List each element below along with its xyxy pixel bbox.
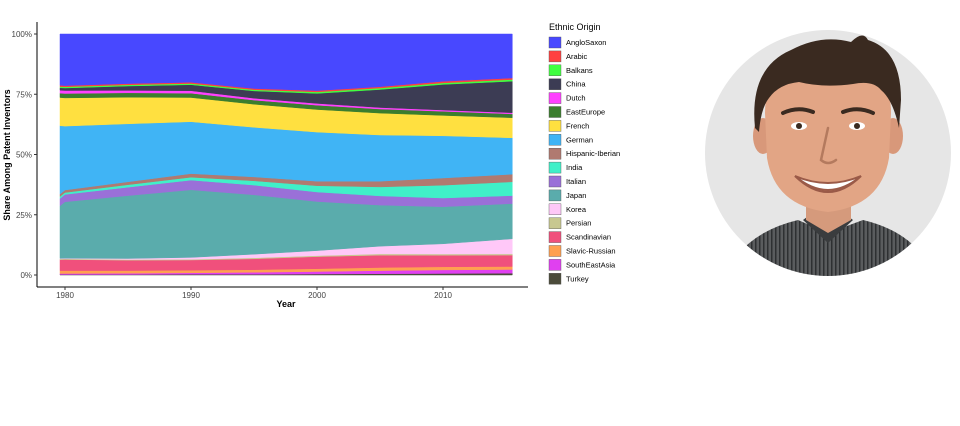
y-tick-label: 75% <box>16 90 32 99</box>
legend-swatch <box>548 161 562 174</box>
legend-swatch <box>548 245 562 257</box>
person-portrait-icon <box>705 30 951 276</box>
legend-swatch <box>548 203 562 216</box>
legend-item: AngloSaxon <box>548 36 606 49</box>
legend-label: Persian <box>566 219 591 228</box>
stacked-area-chart: 1980 1990 2000 2010 0% 25% 50% 75% 100% Year Sh… <box>2 22 620 309</box>
portrait-photo <box>705 30 951 276</box>
legend-swatch <box>548 217 562 229</box>
legend-label: Dutch <box>566 94 586 103</box>
legend-item: Dutch <box>548 92 586 104</box>
legend-item: Korea <box>548 203 587 216</box>
legend-swatch <box>548 147 562 160</box>
area-layers <box>59 33 513 276</box>
y-tick-label: 25% <box>16 211 32 220</box>
y-tick-label: 50% <box>16 151 32 160</box>
y-axis-ticks: 0% 25% 50% 75% 100% <box>12 30 37 280</box>
x-tick-label: 1980 <box>56 291 74 300</box>
legend-swatch <box>548 78 562 90</box>
x-tick-label: 1990 <box>182 291 200 300</box>
legend-label: Italian <box>566 177 586 186</box>
legend-item: India <box>548 161 583 174</box>
legend-swatch <box>548 231 562 243</box>
legend-swatch <box>548 259 562 271</box>
legend-label: German <box>566 135 593 144</box>
legend-item: EastEurope <box>548 106 605 118</box>
legend-item: French <box>548 120 589 132</box>
legend-swatch <box>548 106 562 118</box>
legend-label: Slavic-Russian <box>566 247 616 256</box>
legend-item: Japan <box>548 189 586 202</box>
legend-swatch <box>548 92 562 104</box>
x-axis-ticks: 1980 1990 2000 2010 <box>56 287 452 300</box>
legend-item: Balkans <box>548 64 593 77</box>
legend-swatch <box>548 120 562 132</box>
legend-swatch <box>548 273 562 285</box>
legend-swatch <box>548 175 562 188</box>
area-anglosaxon <box>59 33 513 91</box>
x-tick-label: 2000 <box>308 291 326 300</box>
legend-swatch <box>548 189 562 202</box>
legend-label: Turkey <box>566 274 589 283</box>
legend-swatch <box>548 64 562 77</box>
legend-item: China <box>548 78 586 90</box>
legend-item: German <box>548 134 593 146</box>
legend-label: Hispanic-Iberian <box>566 149 620 158</box>
legend-item: Italian <box>548 175 586 188</box>
legend-label: Scandinavian <box>566 233 611 242</box>
legend-swatch <box>548 134 562 146</box>
legend-label: China <box>566 80 586 89</box>
legend-item: Slavic-Russian <box>548 245 616 257</box>
legend-label: SouthEastAsia <box>566 260 616 269</box>
y-tick-label: 100% <box>12 30 32 39</box>
legend-swatch <box>548 36 562 49</box>
y-tick-label: 0% <box>20 271 32 280</box>
legend-label: India <box>566 163 583 172</box>
legend-label: Korea <box>566 205 587 214</box>
legend-label: Balkans <box>566 66 593 75</box>
legend-item: Scandinavian <box>548 231 611 243</box>
legend-swatch <box>548 50 562 63</box>
legend: AngloSaxon Arabic Balkans China Dutch EastEur… <box>548 36 620 285</box>
y-axis-title: Share Among Patent Inventors <box>2 89 12 220</box>
legend-item: Hispanic-Iberian <box>548 147 620 160</box>
legend-label: Arabic <box>566 52 588 61</box>
x-axis-title: Year <box>276 299 296 309</box>
x-tick-label: 2010 <box>434 291 452 300</box>
legend-item: SouthEastAsia <box>548 259 616 271</box>
legend-item: Persian <box>548 217 591 229</box>
legend-label: Japan <box>566 191 586 200</box>
legend-label: EastEurope <box>566 108 605 117</box>
legend-item: Arabic <box>548 50 588 63</box>
legend-label: French <box>566 121 589 130</box>
legend-label: AngloSaxon <box>566 38 606 47</box>
legend-item: Turkey <box>548 273 589 285</box>
legend-title: Ethnic Origin <box>549 22 601 32</box>
